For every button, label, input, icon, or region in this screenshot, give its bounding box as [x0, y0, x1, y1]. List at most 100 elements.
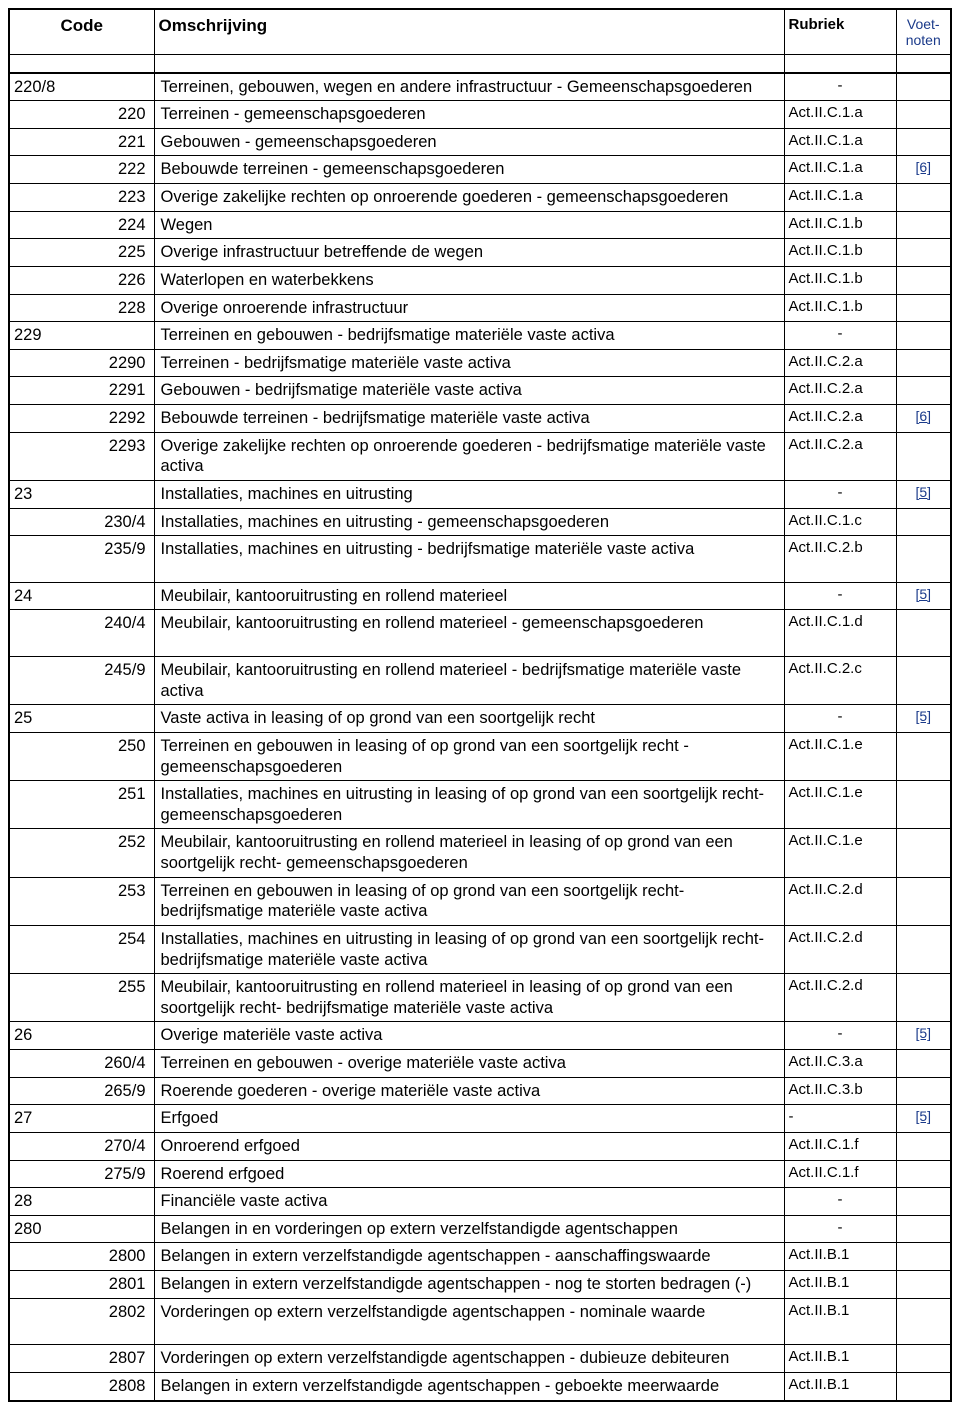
cell-voetnoten — [896, 184, 951, 212]
table-row: 230/4Installaties, machines en uitrustin… — [9, 508, 951, 536]
cell-code-sub: 222 — [79, 156, 154, 184]
cell-code-main — [9, 1372, 79, 1400]
cell-voetnoten — [896, 1372, 951, 1400]
cell-omschrijving: Terreinen - gemeenschapsgoederen — [154, 101, 784, 129]
cell-code-main — [9, 508, 79, 536]
cell-voetnoten[interactable]: [5] — [896, 582, 951, 610]
cell-code-main — [9, 1271, 79, 1299]
cell-rubriek: Act.II.C.2.d — [784, 925, 896, 973]
header-voetnoten: Voet-noten — [896, 9, 951, 55]
footnote-link[interactable]: [5] — [915, 484, 931, 500]
cell-code-main — [9, 1050, 79, 1078]
cell-code-sub — [79, 1022, 154, 1050]
table-header-row: Code Omschrijving Rubriek Voet-noten — [9, 9, 951, 55]
cell-rubriek: - — [784, 1215, 896, 1243]
cell-code-main — [9, 101, 79, 129]
cell-omschrijving: Meubilair, kantooruitrusting en rollend … — [154, 657, 784, 705]
cell-voetnoten[interactable]: [5] — [896, 480, 951, 508]
cell-voetnoten — [896, 239, 951, 267]
cell-omschrijving: Vorderingen op extern verzelfstandigde a… — [154, 1298, 784, 1345]
cell-omschrijving: Overige infrastructuur betreffende de we… — [154, 239, 784, 267]
cell-code-sub: 2290 — [79, 349, 154, 377]
footnote-link[interactable]: [5] — [915, 1108, 931, 1124]
cell-omschrijving: Gebouwen - gemeenschapsgoederen — [154, 128, 784, 156]
table-row: 240/4Meubilair, kantooruitrusting en rol… — [9, 610, 951, 657]
cell-code-main — [9, 405, 79, 433]
cell-code-main: 27 — [9, 1105, 79, 1133]
cell-rubriek: Act.II.C.2.a — [784, 432, 896, 480]
cell-code-main — [9, 1298, 79, 1345]
footnote-link[interactable]: [6] — [915, 159, 931, 175]
cell-voetnoten — [896, 536, 951, 583]
cell-rubriek: Act.II.C.1.e — [784, 781, 896, 829]
footnote-link[interactable]: [6] — [915, 408, 931, 424]
table-row: 226Waterlopen en waterbekkensAct.II.C.1.… — [9, 266, 951, 294]
cell-rubriek: - — [784, 322, 896, 350]
cell-code-sub: 275/9 — [79, 1160, 154, 1188]
cell-omschrijving: Belangen in en vorderingen op extern ver… — [154, 1215, 784, 1243]
table-row: 270/4Onroerend erfgoedAct.II.C.1.f — [9, 1132, 951, 1160]
cell-rubriek: - — [784, 582, 896, 610]
table-row: 2801Belangen in extern verzelfstandigde … — [9, 1271, 951, 1299]
cell-omschrijving: Gebouwen - bedrijfsmatige materiële vast… — [154, 377, 784, 405]
cell-code-sub: 254 — [79, 925, 154, 973]
cell-omschrijving: Onroerend erfgoed — [154, 1132, 784, 1160]
table-row: 224WegenAct.II.C.1.b — [9, 211, 951, 239]
cell-voetnoten — [896, 925, 951, 973]
cell-code-main — [9, 184, 79, 212]
separator-row — [9, 55, 951, 73]
cell-omschrijving: Roerende goederen - overige materiële va… — [154, 1077, 784, 1105]
cell-rubriek: Act.II.C.1.f — [784, 1160, 896, 1188]
header-code: Code — [9, 9, 154, 55]
cell-code-sub: 221 — [79, 128, 154, 156]
cell-omschrijving: Wegen — [154, 211, 784, 239]
table-row: 2292Bebouwde terreinen - bedrijfsmatige … — [9, 405, 951, 433]
cell-code-sub: 2802 — [79, 1298, 154, 1345]
cell-omschrijving: Terreinen, gebouwen, wegen en andere inf… — [154, 73, 784, 101]
footnote-link[interactable]: [5] — [915, 586, 931, 602]
table-row: 265/9Roerende goederen - overige materië… — [9, 1077, 951, 1105]
cell-omschrijving: Meubilair, kantooruitrusting en rollend … — [154, 974, 784, 1022]
cell-code-sub: 225 — [79, 239, 154, 267]
cell-code-sub: 2292 — [79, 405, 154, 433]
cell-omschrijving: Overige materiële vaste activa — [154, 1022, 784, 1050]
cell-omschrijving: Meubilair, kantooruitrusting en rollend … — [154, 582, 784, 610]
cell-voetnoten[interactable]: [5] — [896, 705, 951, 733]
cell-code-sub: 224 — [79, 211, 154, 239]
cell-code-main — [9, 974, 79, 1022]
cell-code-sub: 223 — [79, 184, 154, 212]
cell-omschrijving: Installaties, machines en uitrusting - g… — [154, 508, 784, 536]
cell-code-main — [9, 294, 79, 322]
cell-code-sub: 228 — [79, 294, 154, 322]
cell-omschrijving: Terreinen en gebouwen in leasing of op g… — [154, 877, 784, 925]
cell-voetnoten[interactable]: [5] — [896, 1105, 951, 1133]
cell-voetnoten — [896, 732, 951, 780]
cell-code-sub — [79, 480, 154, 508]
footnote-link[interactable]: [5] — [915, 1025, 931, 1041]
cell-voetnoten[interactable]: [6] — [896, 405, 951, 433]
cell-code-main — [9, 536, 79, 583]
cell-code-main: 280 — [9, 1215, 79, 1243]
cell-omschrijving: Financiële vaste activa — [154, 1188, 784, 1216]
cell-voetnoten — [896, 266, 951, 294]
cell-code-main — [9, 349, 79, 377]
cell-code-sub: 2807 — [79, 1345, 154, 1373]
cell-voetnoten — [896, 1215, 951, 1243]
cell-voetnoten — [896, 1077, 951, 1105]
footnote-link[interactable]: [5] — [915, 708, 931, 724]
cell-code-sub: 2291 — [79, 377, 154, 405]
cell-rubriek: - — [784, 1188, 896, 1216]
cell-code-sub: 270/4 — [79, 1132, 154, 1160]
cell-voetnoten — [896, 128, 951, 156]
cell-voetnoten — [896, 974, 951, 1022]
cell-code-sub: 220 — [79, 101, 154, 129]
cell-code-main — [9, 128, 79, 156]
cell-voetnoten[interactable]: [6] — [896, 156, 951, 184]
cell-rubriek: Act.II.C.1.a — [784, 101, 896, 129]
cell-omschrijving: Terreinen en gebouwen - bedrijfsmatige m… — [154, 322, 784, 350]
cell-code-sub: 260/4 — [79, 1050, 154, 1078]
cell-voetnoten[interactable]: [5] — [896, 1022, 951, 1050]
cell-code-main — [9, 732, 79, 780]
cell-omschrijving: Erfgoed — [154, 1105, 784, 1133]
cell-voetnoten — [896, 322, 951, 350]
